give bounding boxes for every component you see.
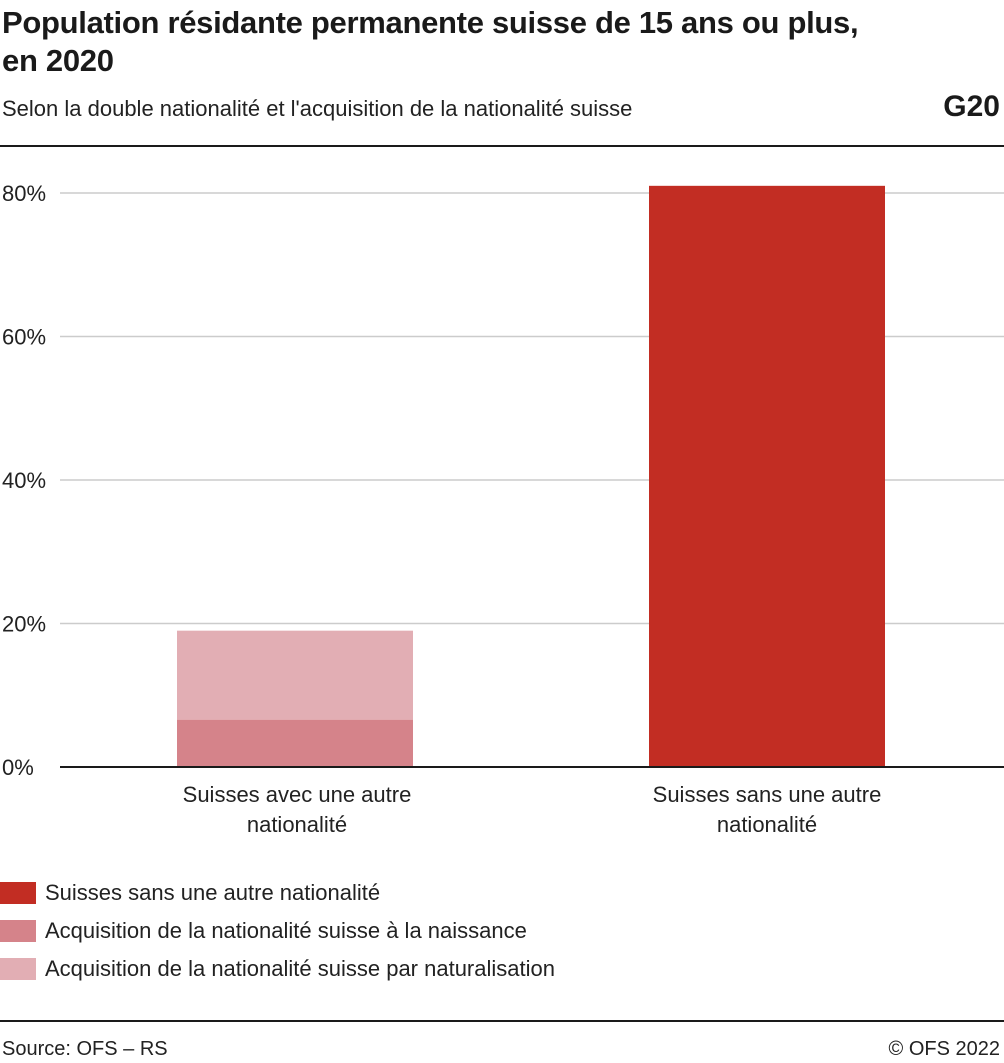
bottom-rule <box>0 1020 1004 1022</box>
bars <box>177 185 885 767</box>
legend-swatch-naturalisation <box>0 958 36 980</box>
legend-item-naissance: Acquisition de la nationalité suisse à l… <box>0 912 555 950</box>
legend: Suisses sans une autre nationalité Acqui… <box>0 874 555 988</box>
copyright-note: © OFS 2022 <box>888 1038 1000 1060</box>
y-tick-label: 80% <box>2 181 46 206</box>
graphic-number: G20 <box>943 90 1000 123</box>
y-tick-label: 60% <box>2 325 46 350</box>
y-axis-ticks: 0% 20% 40% 60% 80% <box>2 181 46 780</box>
category-label-sans: Suisses sans une autre nationalité <box>652 782 882 837</box>
category-label-avec: Suisses avec une autre nationalité <box>182 782 412 837</box>
legend-swatch-sans-autre <box>0 882 36 904</box>
bar-segment <box>177 630 413 720</box>
y-tick-label: 20% <box>2 612 46 637</box>
chart-subtitle: Selon la double nationalité et l'acquisi… <box>2 96 633 121</box>
legend-item-sans-autre: Suisses sans une autre nationalité <box>0 874 555 912</box>
legend-label-naturalisation: Acquisition de la nationalité suisse par… <box>45 956 555 981</box>
bar-segment <box>649 185 885 767</box>
legend-swatch-naissance <box>0 920 36 942</box>
bar-segment <box>177 719 413 767</box>
legend-item-naturalisation: Acquisition de la nationalité suisse par… <box>0 950 555 988</box>
top-rule <box>0 145 1004 147</box>
source-note: Source: OFS – RS <box>2 1038 168 1060</box>
legend-label-sans-autre: Suisses sans une autre nationalité <box>45 880 381 905</box>
legend-label-naissance: Acquisition de la nationalité suisse à l… <box>45 918 527 943</box>
y-tick-label: 40% <box>2 468 46 493</box>
chart-title: Population résidante permanente suisse d… <box>2 5 859 78</box>
bar-chart: 0% 20% 40% 60% 80% <box>2 181 1004 780</box>
y-tick-label: 0% <box>2 755 34 780</box>
